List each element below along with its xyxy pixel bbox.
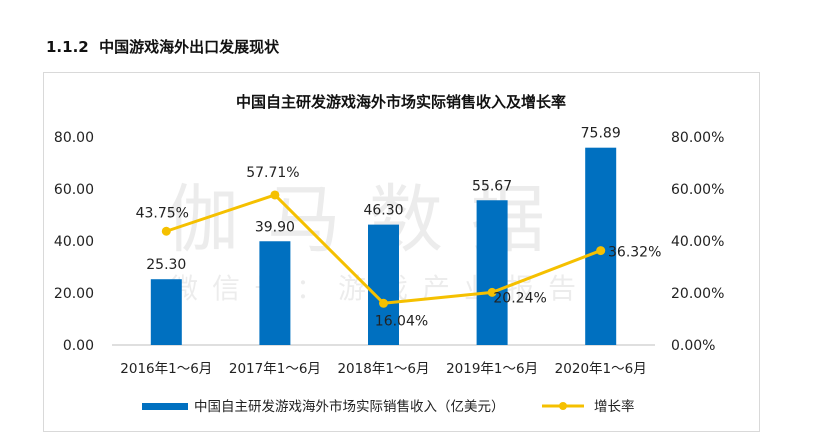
bar-value-label: 46.30: [363, 203, 403, 219]
x-category-label: 2018年1～6月: [337, 361, 429, 377]
y-axis-left: 0.00 20.00 40.00 60.00 80.00: [54, 130, 94, 354]
legend-line-label: 增长率: [594, 398, 635, 415]
bar-value-label: 39.90: [255, 219, 295, 235]
chart-title: 中国自主研发游戏海外市场实际销售收入及增长率: [236, 93, 566, 111]
y-left-tick: 0.00: [63, 338, 94, 354]
y-left-tick: 80.00: [54, 130, 94, 146]
chart-frame: [43, 72, 760, 432]
y-right-tick: 20.00%: [671, 286, 724, 302]
bar-value-label: 25.30: [146, 257, 186, 273]
bar-series: 25.30 39.90 46.30 55.67 75.89: [146, 126, 621, 345]
bar: [259, 241, 291, 345]
x-category-label: 2016年1～6月: [120, 361, 212, 377]
section-number: 1.1.2: [46, 38, 89, 56]
bar: [368, 224, 399, 345]
line-value-label: 20.24%: [493, 290, 546, 306]
x-category-label: 2020年1～6月: [555, 361, 647, 377]
line-value-label: 57.71%: [246, 165, 299, 181]
legend: 中国自主研发游戏海外市场实际销售收入（亿美元） 增长率: [142, 398, 635, 415]
legend-bar-label: 中国自主研发游戏海外市场实际销售收入（亿美元）: [194, 398, 505, 415]
section-heading: 1.1.2 中国游戏海外出口发展现状: [46, 36, 279, 57]
line-point: [487, 287, 497, 297]
bar: [150, 279, 182, 345]
line-point: [161, 226, 171, 236]
y-right-tick: 0.00%: [671, 338, 715, 354]
line-point: [379, 298, 388, 308]
line-value-label: 16.04%: [375, 313, 428, 329]
x-category-label: 2017年1～6月: [229, 361, 321, 377]
y-left-tick: 20.00: [54, 286, 94, 302]
bar-value-label: 55.67: [472, 178, 512, 194]
bar-value-label: 75.89: [581, 126, 621, 142]
y-right-tick: 80.00%: [671, 130, 724, 146]
line-point: [596, 246, 606, 256]
x-axis-categories: 2016年1～6月 2017年1～6月 2018年1～6月 2019年1～6月 2020…: [120, 361, 646, 377]
line-point: [270, 190, 280, 200]
line-value-label: 43.75%: [136, 205, 189, 221]
bar: [476, 200, 508, 345]
line-series: 43.75% 57.71% 16.04% 20.24% 36.32%: [136, 165, 662, 329]
y-left-tick: 40.00: [54, 234, 94, 250]
y-left-tick: 60.00: [54, 182, 94, 198]
y-right-tick: 40.00%: [671, 234, 724, 250]
legend-bar-swatch: [142, 403, 188, 410]
legend-line-marker: [559, 402, 567, 410]
y-right-tick: 60.00%: [671, 182, 724, 198]
section-title: 中国游戏海外出口发展现状: [99, 38, 280, 56]
y-axis-right: 0.00% 20.00% 40.00% 60.00% 80.00%: [671, 130, 724, 354]
x-category-label: 2019年1～6月: [446, 361, 538, 377]
line-value-label: 36.32%: [608, 245, 661, 261]
